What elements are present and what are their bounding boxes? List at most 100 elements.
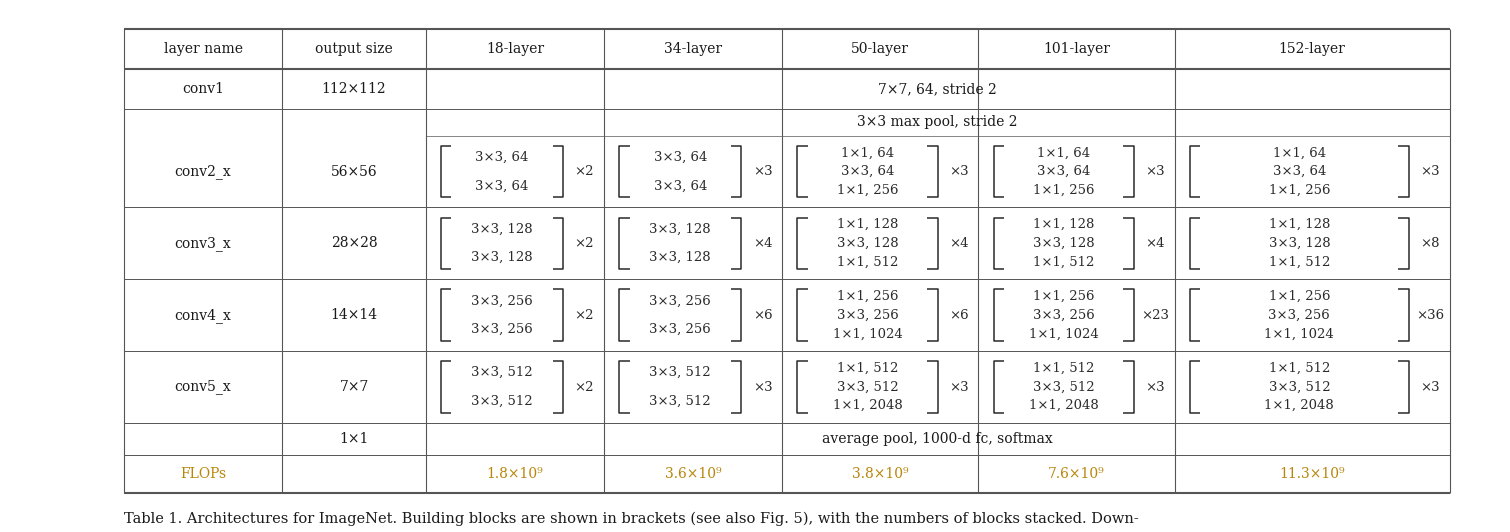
Text: 3.8×10⁹: 3.8×10⁹ (852, 467, 909, 481)
Text: 3×3, 64: 3×3, 64 (654, 179, 707, 193)
Text: layer name: layer name (163, 42, 243, 56)
Text: 3×3, 512: 3×3, 512 (649, 395, 711, 408)
Text: 3×3, 256: 3×3, 256 (1268, 309, 1330, 322)
Text: 1×1, 512: 1×1, 512 (1033, 362, 1095, 375)
Text: ×4: ×4 (1146, 237, 1164, 250)
Text: ×36: ×36 (1416, 309, 1444, 322)
Text: 1×1, 256: 1×1, 256 (1268, 184, 1330, 197)
Text: 3×3, 128: 3×3, 128 (837, 237, 898, 250)
Text: 1×1, 2048: 1×1, 2048 (1264, 399, 1335, 412)
Text: ×6: ×6 (950, 309, 968, 322)
Text: 3×3, 256: 3×3, 256 (649, 294, 711, 307)
Text: 3×3, 128: 3×3, 128 (1268, 237, 1330, 250)
Text: 1×1, 512: 1×1, 512 (1268, 255, 1330, 269)
Text: 1×1, 256: 1×1, 256 (1033, 184, 1095, 197)
Text: ×23: ×23 (1142, 309, 1169, 322)
Text: 3×3, 128: 3×3, 128 (471, 251, 533, 264)
Text: conv5_x: conv5_x (175, 380, 231, 394)
Text: Table 1. Architectures for ImageNet. Building blocks are shown in brackets (see : Table 1. Architectures for ImageNet. Bui… (124, 512, 1139, 532)
Text: 1×1, 512: 1×1, 512 (1033, 255, 1095, 269)
Text: 1×1, 128: 1×1, 128 (1268, 218, 1330, 231)
Text: 56×56: 56×56 (331, 164, 378, 179)
Text: ×2: ×2 (575, 237, 593, 250)
Text: 1×1, 1024: 1×1, 1024 (832, 327, 903, 340)
Text: 3×3, 64: 3×3, 64 (654, 151, 707, 164)
Text: ×3: ×3 (1146, 165, 1164, 178)
Text: 1×1, 256: 1×1, 256 (1033, 290, 1095, 303)
Text: 1×1, 128: 1×1, 128 (837, 218, 898, 231)
Text: 50-layer: 50-layer (852, 42, 909, 56)
Text: 1×1, 256: 1×1, 256 (837, 290, 898, 303)
Text: ×3: ×3 (950, 165, 968, 178)
Text: 11.3×10⁹: 11.3×10⁹ (1279, 467, 1345, 481)
Text: conv4_x: conv4_x (175, 308, 231, 322)
Text: 3×3, 64: 3×3, 64 (1037, 165, 1090, 178)
Text: conv1: conv1 (183, 82, 223, 96)
Text: 1×1, 256: 1×1, 256 (1268, 290, 1330, 303)
Text: 3×3, 64: 3×3, 64 (476, 179, 528, 193)
Text: 1×1, 64: 1×1, 64 (1037, 146, 1090, 160)
Text: 3×3, 512: 3×3, 512 (471, 366, 533, 379)
Text: 1×1, 128: 1×1, 128 (1033, 218, 1095, 231)
Text: 18-layer: 18-layer (486, 42, 544, 56)
Text: ×2: ×2 (575, 380, 593, 394)
Text: 3×3, 512: 3×3, 512 (471, 395, 533, 408)
Text: 1×1: 1×1 (340, 432, 368, 446)
Text: 7.6×10⁹: 7.6×10⁹ (1048, 467, 1105, 481)
Text: 7×7: 7×7 (340, 380, 368, 394)
Text: 1×1, 512: 1×1, 512 (1268, 362, 1330, 375)
Text: 14×14: 14×14 (331, 308, 378, 322)
Text: 3×3, 64: 3×3, 64 (841, 165, 894, 178)
Text: 34-layer: 34-layer (664, 42, 722, 56)
Text: 1×1, 1024: 1×1, 1024 (1264, 327, 1335, 340)
Text: output size: output size (316, 42, 393, 56)
Text: 101-layer: 101-layer (1043, 42, 1110, 56)
Text: 1×1, 2048: 1×1, 2048 (832, 399, 903, 412)
Text: 3.6×10⁹: 3.6×10⁹ (664, 467, 722, 481)
Text: 3×3, 512: 3×3, 512 (1033, 380, 1095, 394)
Text: ×3: ×3 (1146, 380, 1164, 394)
Text: 1×1, 64: 1×1, 64 (841, 146, 894, 160)
Text: ×2: ×2 (575, 309, 593, 322)
Text: ×4: ×4 (753, 237, 772, 250)
Text: 3×3, 512: 3×3, 512 (837, 380, 898, 394)
Text: 3×3, 128: 3×3, 128 (471, 222, 533, 236)
Text: 1×1, 512: 1×1, 512 (837, 255, 898, 269)
Text: 1×1, 512: 1×1, 512 (837, 362, 898, 375)
Text: 1×1, 1024: 1×1, 1024 (1028, 327, 1099, 340)
Text: ×4: ×4 (950, 237, 968, 250)
Text: ×2: ×2 (575, 165, 593, 178)
Text: ×8: ×8 (1421, 237, 1439, 250)
Text: ×3: ×3 (1421, 165, 1439, 178)
Text: 1×1, 64: 1×1, 64 (1273, 146, 1326, 160)
Text: 3×3, 256: 3×3, 256 (837, 309, 898, 322)
Text: ×3: ×3 (753, 165, 772, 178)
Text: 1×1, 2048: 1×1, 2048 (1028, 399, 1099, 412)
Text: average pool, 1000-d fc, softmax: average pool, 1000-d fc, softmax (823, 432, 1052, 446)
Text: 3×3, 256: 3×3, 256 (471, 323, 533, 336)
Text: 3×3, 128: 3×3, 128 (649, 222, 711, 236)
Text: conv3_x: conv3_x (175, 236, 231, 251)
Text: 3×3, 64: 3×3, 64 (476, 151, 528, 164)
Text: conv2_x: conv2_x (175, 164, 231, 179)
Text: 3×3, 64: 3×3, 64 (1273, 165, 1326, 178)
Text: 7×7, 64, stride 2: 7×7, 64, stride 2 (879, 82, 997, 96)
Text: 1×1, 256: 1×1, 256 (837, 184, 898, 197)
Text: 3×3, 256: 3×3, 256 (471, 294, 533, 307)
Text: 3×3, 512: 3×3, 512 (1268, 380, 1330, 394)
Text: 3×3, 256: 3×3, 256 (649, 323, 711, 336)
Text: 112×112: 112×112 (322, 82, 387, 96)
Text: ×6: ×6 (753, 309, 772, 322)
Text: 3×3, 128: 3×3, 128 (1033, 237, 1095, 250)
Text: ×3: ×3 (753, 380, 772, 394)
Text: 3×3 max pool, stride 2: 3×3 max pool, stride 2 (858, 115, 1018, 129)
Text: 3×3, 512: 3×3, 512 (649, 366, 711, 379)
Text: ×3: ×3 (1421, 380, 1439, 394)
Text: 3×3, 128: 3×3, 128 (649, 251, 711, 264)
Text: 28×28: 28×28 (331, 236, 378, 251)
Text: ×3: ×3 (950, 380, 968, 394)
Text: 152-layer: 152-layer (1279, 42, 1345, 56)
Text: FLOPs: FLOPs (180, 467, 226, 481)
Text: 1.8×10⁹: 1.8×10⁹ (486, 467, 544, 481)
Text: 3×3, 256: 3×3, 256 (1033, 309, 1095, 322)
